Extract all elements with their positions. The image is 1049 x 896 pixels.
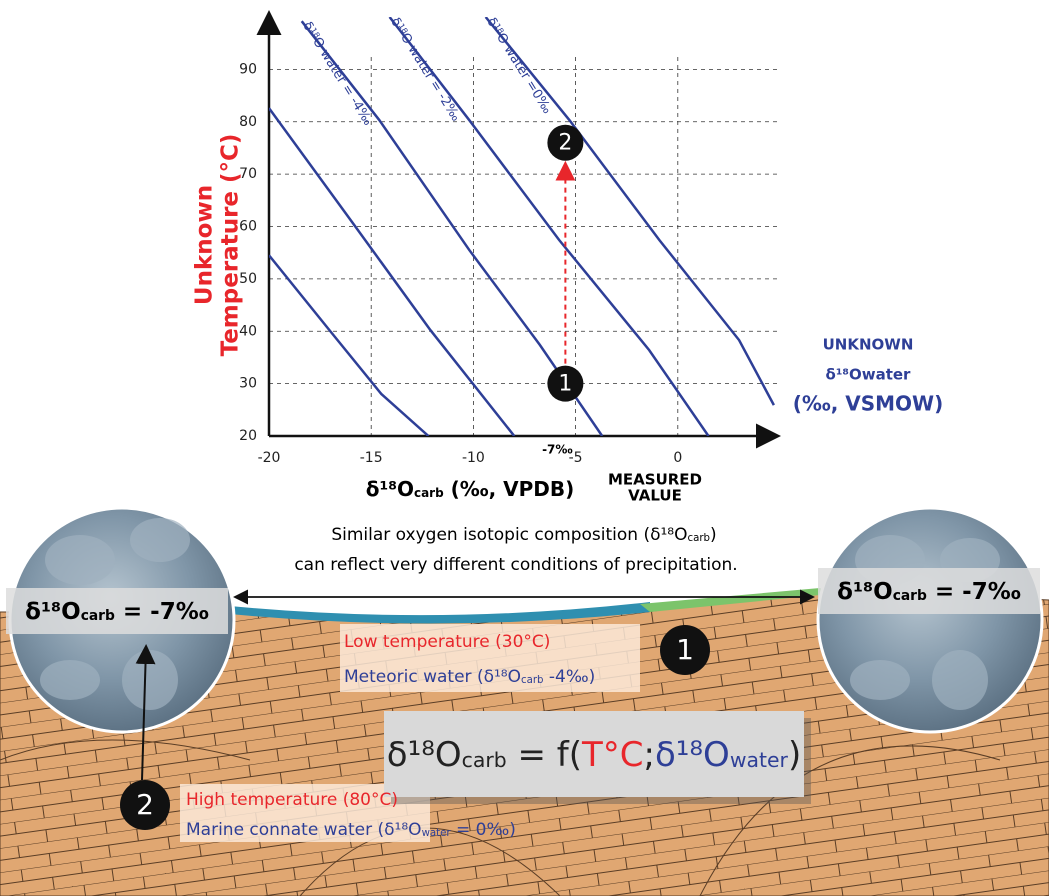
text-part: carb xyxy=(81,608,115,624)
x-tick-label: -20 xyxy=(258,450,281,466)
text-part: δ¹⁸O xyxy=(25,599,81,625)
text-part: carb xyxy=(893,588,927,604)
text-part: Meteoric water (δ¹⁸O xyxy=(344,667,521,687)
text-part: ; xyxy=(644,735,655,775)
measured-value: -7‰ xyxy=(542,443,573,457)
scenario-water: Marine connate water (δ¹⁸Owater = 0‰) xyxy=(186,820,516,840)
water-axis-title: δ¹⁸Owater xyxy=(826,366,912,384)
marker xyxy=(660,625,710,675)
text-part: -4‰) xyxy=(544,667,596,687)
text-part: water xyxy=(730,748,789,772)
caption: Similar oxygen isotopic composition (δ¹⁸… xyxy=(331,525,716,545)
y-tick-label: 60 xyxy=(239,219,257,235)
y-axis-title: Temperature (°C) xyxy=(218,134,244,357)
pointer-arrow xyxy=(135,644,156,781)
text-part: Marine connate water (δ¹⁸O xyxy=(186,820,422,840)
vegetation xyxy=(640,588,830,612)
text-part: δ¹⁸O xyxy=(655,735,730,775)
legend-label: δ¹⁸O water = -4‰ xyxy=(299,19,375,128)
text-part: carb xyxy=(521,675,544,686)
marker xyxy=(547,365,584,402)
text-part: (‰, VPDB) xyxy=(444,477,575,501)
scenario-temp: Low temperature (30°C) xyxy=(344,632,550,652)
text-part: = -7‰ xyxy=(927,579,1021,605)
marker xyxy=(120,780,170,830)
water xyxy=(230,602,650,624)
text-part: = -7‰ xyxy=(115,599,209,625)
scenario-marker: 2 xyxy=(136,788,154,821)
curve xyxy=(388,17,710,436)
scenario-temp: High temperature (80°C) xyxy=(186,790,398,810)
measured-label: MEASURED xyxy=(608,471,702,489)
water-axis-title: UNKNOWN xyxy=(823,336,914,354)
x-tick-label: -5 xyxy=(569,450,583,466)
text-part: δ¹⁸O xyxy=(387,735,462,775)
sample-label: δ¹⁸Ocarb = -7‰ xyxy=(25,599,209,625)
text-part: carb xyxy=(462,748,507,772)
x-tick-label: -10 xyxy=(462,450,485,466)
legend-label: δ¹⁸O water =0‰ xyxy=(483,15,554,117)
y-tick-label: 30 xyxy=(239,376,257,392)
scenario-water: Meteoric water (δ¹⁸Ocarb -4‰) xyxy=(344,667,595,687)
text-part: carb xyxy=(688,533,711,544)
marker xyxy=(547,124,584,161)
curve xyxy=(269,107,516,436)
y-tick-label: 40 xyxy=(239,323,257,339)
text-part: carb xyxy=(414,486,444,500)
y-tick-label: 70 xyxy=(239,166,257,182)
formula: δ¹⁸Ocarb = f(T°C;δ¹⁸Owater) xyxy=(387,735,801,775)
text-part: δ¹⁸O xyxy=(837,579,893,605)
text-part: Similar oxygen isotopic composition (δ¹⁸… xyxy=(331,525,687,545)
text-part: = f( xyxy=(507,735,582,775)
curve xyxy=(484,17,775,406)
sample-label: δ¹⁸Ocarb = -7‰ xyxy=(837,579,1021,605)
text-part: ) xyxy=(710,525,717,545)
y-tick-label: 50 xyxy=(239,271,257,287)
scenario-box xyxy=(340,624,640,692)
text-part: T°C xyxy=(581,735,644,775)
text-part: ) xyxy=(788,735,801,775)
x-axis-title: δ¹⁸Ocarb (‰, VPDB) xyxy=(366,477,575,501)
y-tick-label: 20 xyxy=(239,428,257,444)
scenario-marker: 1 xyxy=(676,633,694,666)
x-tick-label: 0 xyxy=(673,450,682,466)
label-box xyxy=(6,588,228,634)
y-axis-title: Unknown xyxy=(192,185,218,305)
caption: can reflect very different conditions of… xyxy=(294,555,737,575)
sample-right xyxy=(816,506,1044,734)
text-part: = 0‰) xyxy=(451,820,516,840)
y-tick-label: 80 xyxy=(239,114,257,130)
label-box xyxy=(818,568,1040,614)
marker-label: 1 xyxy=(558,372,572,397)
formula-box xyxy=(384,711,804,797)
water-axis-title: (‰, VSMOW) xyxy=(793,392,944,416)
text-part: δ¹⁸Owater xyxy=(655,735,789,775)
x-tick-label: -15 xyxy=(360,450,383,466)
text-part: water xyxy=(422,828,452,839)
y-tick-label: 90 xyxy=(239,61,257,77)
curve xyxy=(269,254,430,436)
measured-label: VALUE xyxy=(628,487,682,505)
marker-label: 2 xyxy=(558,131,572,156)
text-part: δ¹⁸O xyxy=(366,477,414,501)
